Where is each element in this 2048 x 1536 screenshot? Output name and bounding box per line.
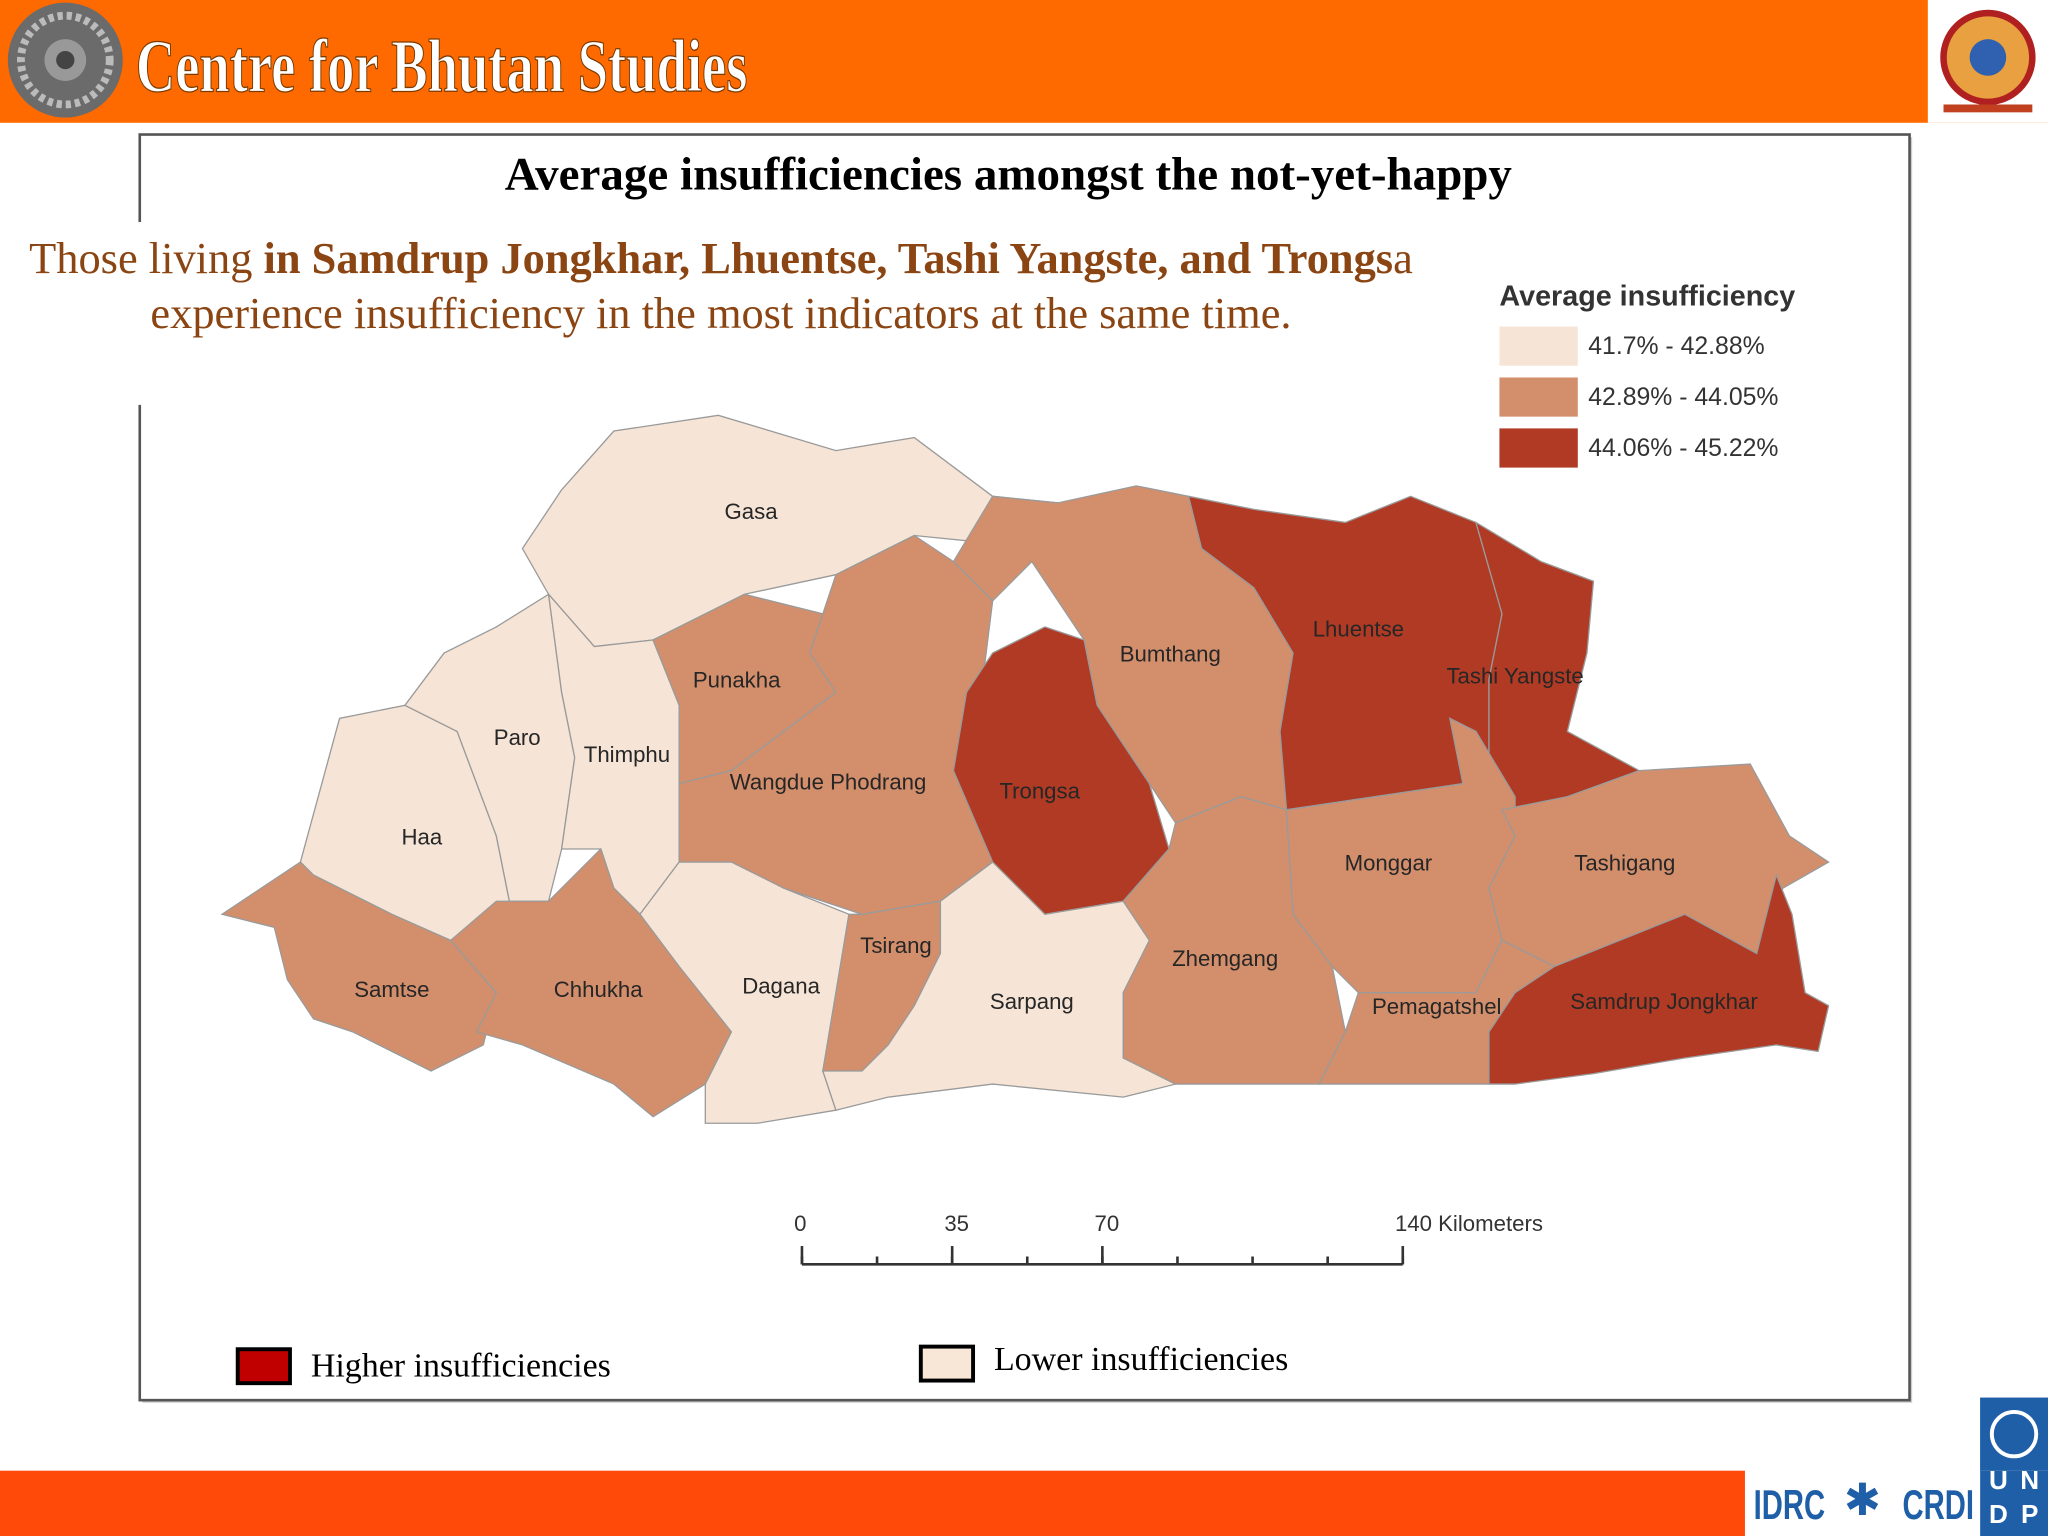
district-label: Samdrup Jongkhar	[1570, 989, 1758, 1014]
scale-label: 0	[794, 1211, 806, 1236]
key-label: Lower insufficiencies	[994, 1341, 1288, 1378]
scale-label: 140 Kilometers	[1395, 1211, 1543, 1236]
legend: Average insufficiency 41.7% - 42.88% 42.8…	[1499, 280, 1795, 468]
district-label: Bumthang	[1120, 642, 1221, 667]
footer-logos: ✱ IDRC CRDI U ND P	[1744, 1397, 2048, 1536]
district-label: Tashi Yangste	[1446, 664, 1583, 689]
key-label: Higher insufficiencies	[311, 1348, 611, 1385]
district-label: Haa	[402, 824, 443, 849]
district	[952, 626, 1170, 915]
district	[220, 861, 498, 1072]
legend-swatch	[1499, 428, 1578, 468]
footer-logo-bg	[1744, 1470, 1981, 1536]
footer-logo-text: CRDI	[1903, 1481, 1974, 1529]
district	[821, 861, 1178, 1111]
district-label: Punakha	[693, 668, 781, 693]
district-label: Paro	[494, 725, 541, 750]
district-label: Samtse	[354, 977, 429, 1002]
description-run: a experience insufficiency in the most i…	[150, 235, 1413, 339]
district-label: Pemagatshel	[1372, 994, 1502, 1019]
description-box: Those living in Samdrup Jongkhar, Lhuent…	[24, 232, 1419, 342]
header-title: Centre for Bhutan Studies	[136, 25, 748, 109]
undp-letter: D	[1989, 1499, 2008, 1529]
legend-label: 42.89% - 44.05%	[1588, 384, 1778, 411]
emblem	[1927, 0, 2048, 123]
district-label: Lhuentse	[1313, 617, 1404, 642]
legend-swatch	[1499, 326, 1578, 366]
map: Gasa Haa Paro Thimphu Punakha Wangdue Phodran…	[220, 414, 1830, 1124]
description: Those living in Samdrup Jongkhar, Lhuent…	[24, 232, 1419, 342]
footer-logo-text: IDRC	[1754, 1481, 1825, 1529]
description-run: Those living	[29, 235, 264, 284]
legend-swatch	[1499, 377, 1578, 417]
district-label: Sarpang	[990, 989, 1074, 1014]
legend-title: Average insufficiency	[1499, 280, 1795, 312]
star-logo: ✱	[1844, 1475, 1881, 1526]
undp-letter: N	[2020, 1465, 2039, 1495]
scale-label: 35	[944, 1211, 969, 1236]
scale-label: 70	[1095, 1211, 1120, 1236]
key: Higher insufficiencies Lower insufficienc…	[235, 1341, 1288, 1386]
district-label: Tsirang	[860, 933, 932, 958]
district-label: Thimphu	[584, 742, 670, 767]
legend-label: 41.7% - 42.88%	[1588, 333, 1764, 360]
scale-bar: 0 35 70 140 Kilometers	[794, 1211, 1543, 1266]
district-label: Trongsa	[999, 779, 1080, 804]
description-backing	[124, 222, 1418, 405]
key-swatch	[235, 1347, 292, 1386]
district-label: Zhemgang	[1172, 946, 1278, 971]
undp-letter: P	[2021, 1499, 2038, 1529]
legend-label: 44.06% - 45.22%	[1588, 435, 1778, 462]
district-label: Monggar	[1345, 851, 1433, 876]
key-swatch	[918, 1344, 976, 1383]
district-label: Dagana	[742, 973, 820, 998]
undp-letter: U	[1989, 1465, 2008, 1495]
header-bar	[0, 0, 2048, 123]
district-label: Gasa	[725, 499, 779, 524]
district-label: Tashigang	[1574, 851, 1675, 876]
cbs-logo	[7, 2, 123, 118]
district-label: Chhukha	[554, 977, 643, 1002]
footer-bar	[0, 1470, 1745, 1536]
district-label: Wangdue Phodrang	[730, 770, 927, 795]
district	[1488, 872, 1830, 1085]
description-run: in Samdrup Jongkhar, Lhuentse, Tashi Yan…	[263, 235, 1394, 284]
map-title: Average insufficiencies amongst the not-…	[505, 149, 1513, 201]
